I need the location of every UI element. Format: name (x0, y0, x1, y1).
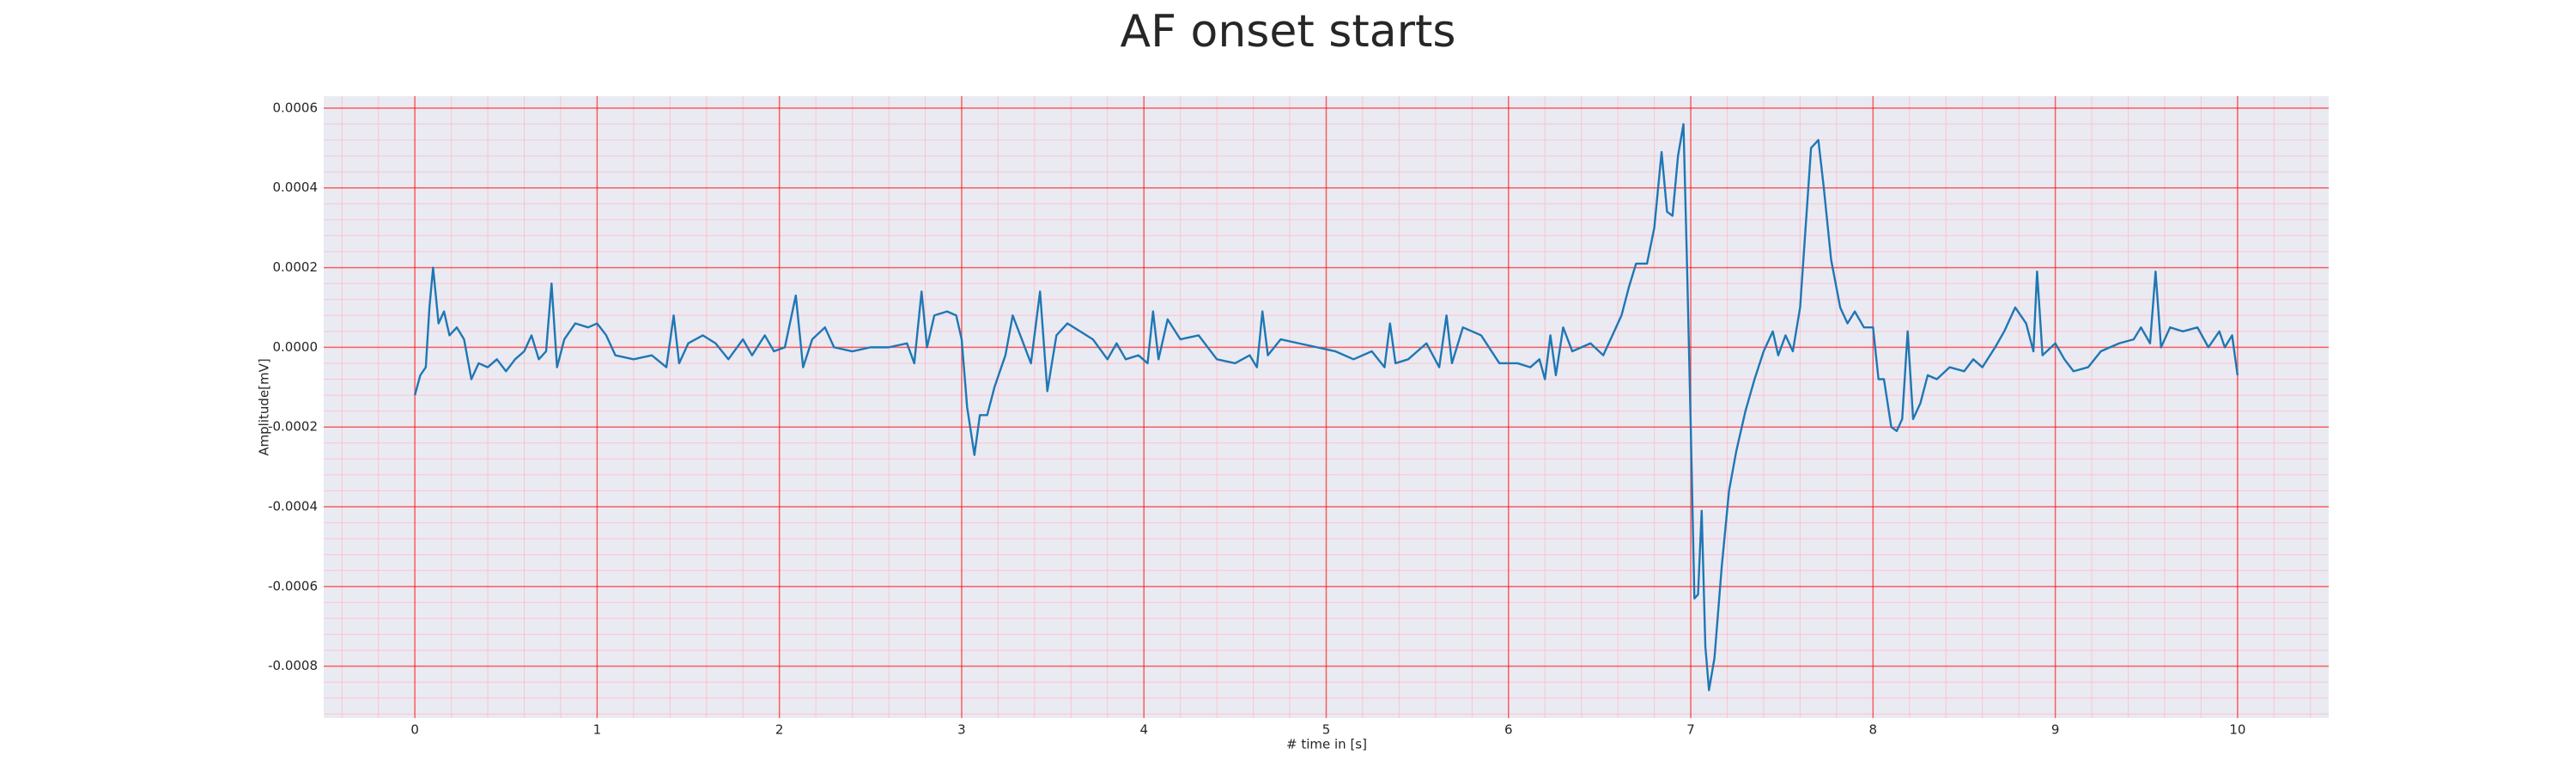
x-tick-label: 1 (593, 722, 602, 738)
x-tick-label: 5 (1322, 722, 1331, 738)
chart-title: AF onset starts (1121, 6, 1456, 58)
y-tick-label: 0.0002 (273, 259, 319, 275)
x-tick-label: 10 (2229, 722, 2245, 738)
data-line (413, 123, 2239, 691)
x-tick-label: 8 (1869, 722, 1878, 738)
y-tick-label: -0.0006 (268, 578, 318, 593)
x-tick-label: 4 (1139, 722, 1148, 738)
y-tick-label: -0.0002 (268, 419, 318, 435)
x-tick-label: 7 (1686, 722, 1695, 738)
marks (413, 123, 2239, 691)
y-tick-label: 0.0004 (273, 180, 319, 195)
x-tick-label: 2 (775, 722, 784, 738)
y-tick-label: 0.0000 (273, 339, 319, 355)
x-tick-label: 9 (2051, 722, 2060, 738)
y-tick-label: -0.0008 (268, 658, 318, 673)
x-axis-label: # time in [s] (1286, 737, 1367, 752)
x-tick-label: 0 (410, 722, 419, 738)
y-axis-label: Amplitude[mV] (257, 358, 272, 455)
y-tick-label: 0.0006 (273, 100, 319, 115)
x-tick-label: 6 (1504, 722, 1513, 738)
grid (324, 96, 2329, 718)
y-tick-label: -0.0004 (268, 499, 318, 514)
x-tick-label: 3 (957, 722, 966, 738)
